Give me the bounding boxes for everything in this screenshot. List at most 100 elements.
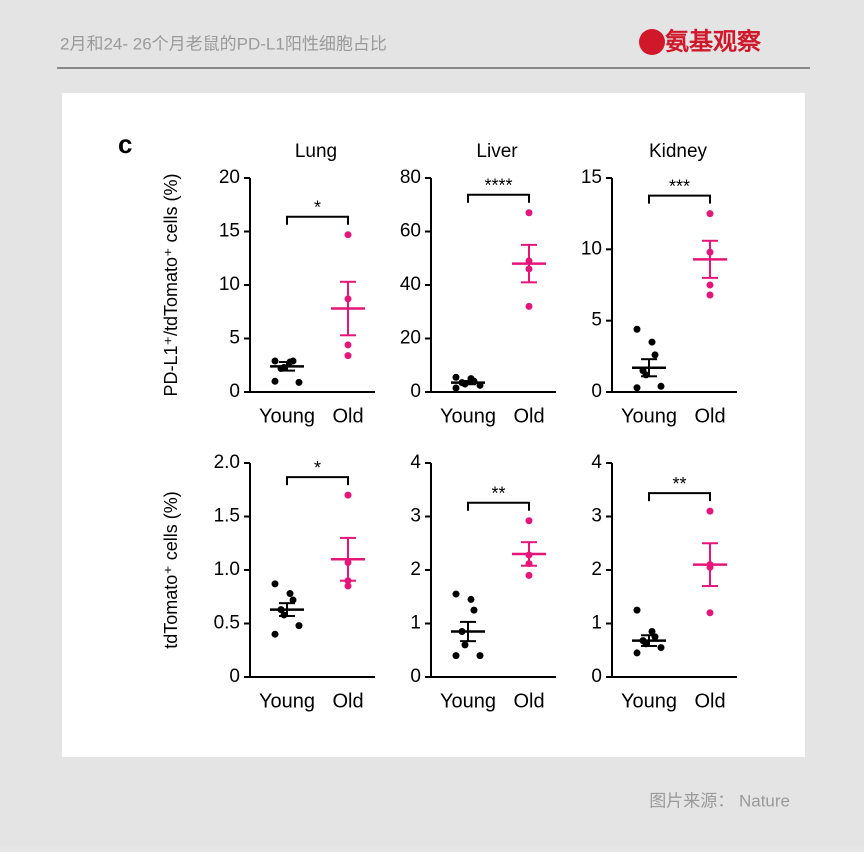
y-tick-label: 2.0 (214, 452, 240, 473)
data-point (525, 209, 533, 217)
data-point (344, 491, 352, 499)
y-tick-label: 2 (410, 559, 421, 580)
y-tick-label: 2 (591, 559, 602, 580)
figure-panel (62, 93, 805, 757)
data-point (706, 210, 714, 218)
data-point (657, 382, 665, 390)
data-point (461, 641, 469, 649)
error-bar (641, 634, 657, 647)
y-tick-label: 10 (581, 238, 602, 259)
y-tick-label: 5 (229, 328, 240, 349)
data-point (706, 281, 714, 289)
y-tick-label: 20 (219, 167, 240, 188)
error-bar (702, 542, 718, 588)
panel-title: Kidney (649, 141, 708, 162)
panel-label: c (118, 129, 132, 159)
data-point (651, 351, 659, 359)
data-point (706, 507, 714, 515)
logo-text: 氨基观察 (665, 27, 762, 55)
significance-bracket (286, 476, 349, 486)
significance-bracket (648, 492, 711, 502)
data-point (648, 338, 656, 346)
error-bar (460, 620, 476, 643)
data-point (706, 609, 714, 617)
source: 图片来源： Nature (649, 791, 790, 810)
data-point (452, 590, 460, 598)
y-tick-label: 1 (591, 613, 602, 634)
error-bar (460, 380, 476, 386)
x-tick-label: Old (513, 690, 544, 712)
x-tick-label: Young (259, 690, 315, 712)
data-point (706, 291, 714, 299)
y-tick-label: 15 (581, 167, 602, 188)
error-bar (521, 243, 537, 284)
significance-bracket (648, 194, 711, 204)
data-point (271, 377, 279, 385)
data-point (452, 373, 460, 381)
data-point (525, 302, 533, 310)
y-tick-label: 60 (400, 221, 421, 242)
data-point (271, 357, 279, 365)
data-point (271, 630, 279, 638)
data-point (344, 582, 352, 590)
data-point (271, 580, 279, 588)
data-point (344, 231, 352, 239)
y-tick-label: 0 (229, 666, 240, 687)
data-point (633, 325, 641, 333)
y-tick-label: 4 (410, 452, 421, 473)
x-tick-label: Young (621, 690, 677, 712)
y-tick-label: 40 (400, 274, 421, 295)
x-tick-label: Young (440, 405, 496, 427)
error-bar (279, 361, 295, 372)
y-tick-label: 20 (400, 328, 421, 349)
y-tick-label: 0 (591, 666, 602, 687)
data-point (633, 384, 641, 392)
y-tick-label: 3 (591, 506, 602, 527)
data-point (476, 652, 484, 660)
data-point (452, 652, 460, 660)
data-point (633, 649, 641, 657)
error-bar (702, 239, 718, 279)
significance-bracket (286, 215, 349, 225)
data-point (295, 622, 303, 630)
significance-label: ** (491, 484, 505, 504)
y-tick-label: 5 (591, 310, 602, 331)
y-tick-label: 0 (410, 666, 421, 687)
y-tick-label: 3 (410, 506, 421, 527)
y-tick-label: 1.5 (214, 506, 240, 527)
data-point (286, 590, 294, 598)
y-tick-label: 0 (591, 381, 602, 402)
data-point (289, 357, 297, 365)
y-tick-label: 4 (591, 452, 602, 473)
y-axis-label: tdTomato⁺ cells (%) (161, 491, 181, 649)
header-title: 2月和24- 26个月老鼠的PD-L1阳性细胞占比 (60, 34, 387, 53)
significance-label: *** (669, 176, 690, 196)
significance-bracket (467, 193, 530, 203)
x-tick-label: Old (332, 690, 363, 712)
y-tick-label: 0 (410, 381, 421, 402)
error-bar (340, 280, 356, 337)
data-point (525, 517, 533, 525)
data-point (633, 606, 641, 614)
error-bar (521, 541, 537, 567)
data-point (470, 606, 478, 614)
data-point (344, 341, 352, 349)
data-point (295, 378, 303, 386)
data-point (648, 628, 656, 636)
data-point (467, 595, 475, 603)
significance-label: **** (484, 176, 512, 196)
data-point (657, 644, 665, 652)
y-tick-label: 0.5 (214, 613, 240, 634)
y-tick-label: 15 (219, 221, 240, 242)
error-bar (641, 358, 657, 378)
y-tick-label: 0 (229, 381, 240, 402)
significance-bracket (467, 501, 530, 511)
y-tick-label: 1 (410, 613, 421, 634)
y-tick-label: 1.0 (214, 559, 240, 580)
x-tick-label: Young (621, 405, 677, 427)
data-point (525, 571, 533, 579)
y-tick-label: 80 (400, 167, 421, 188)
x-tick-label: Young (440, 690, 496, 712)
panel-title: Lung (295, 141, 337, 162)
